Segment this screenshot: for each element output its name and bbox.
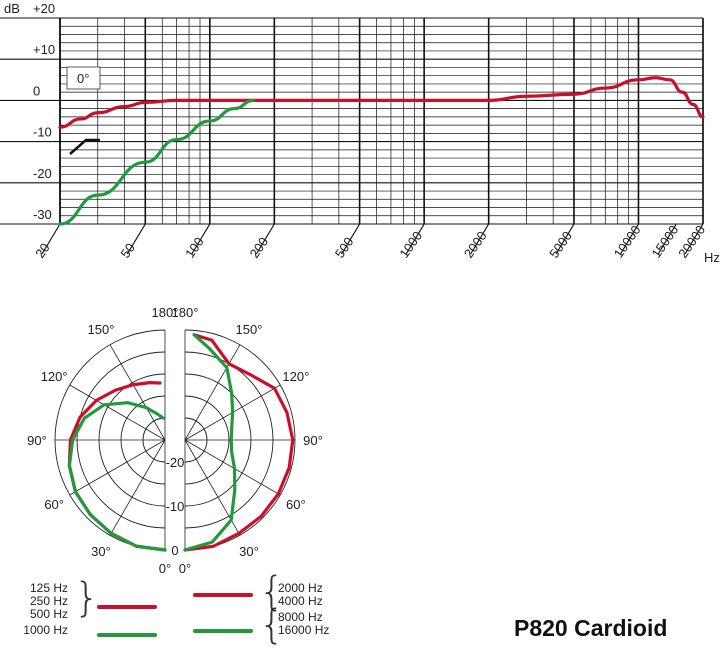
polar-gap — [166, 290, 184, 570]
legend-left-green-line — [97, 633, 157, 637]
x-tick-mark — [341, 223, 361, 255]
x-axis-label: Hz — [704, 250, 720, 265]
x-tick-label: 200 — [247, 234, 272, 260]
legend-left-green-label: 1000 Hz — [23, 623, 68, 637]
polar-angle-label-left: 30° — [91, 544, 111, 559]
y-axis-label: dB — [4, 1, 20, 16]
x-tick-label: 10000 — [611, 222, 644, 260]
legend-right-green-brace: { — [259, 602, 285, 648]
legend-left-red-label: 125 Hz 250 Hz 500 Hz — [29, 581, 68, 621]
response-curve-green — [58, 98, 256, 226]
x-tick-label: 1000 — [396, 228, 425, 260]
x-tick-mark — [41, 223, 61, 255]
y-tick-label: -10 — [33, 125, 52, 140]
x-tick-mark — [684, 223, 704, 255]
polar-angle-label-right: 0° — [179, 561, 191, 576]
x-tick-label: 15000 — [648, 222, 681, 260]
polar-radial-label: -10 — [166, 499, 185, 514]
polar-spoke-right — [184, 439, 281, 496]
polar-grid — [54, 290, 296, 570]
polar-pattern-chart: 180°180° 150° 150° 120° 120° 90° 90° 60° 60° 30° 3… — [27, 290, 323, 576]
y-tick-label: -30 — [33, 207, 52, 222]
polar-angle-label-left: 150° — [88, 322, 115, 337]
legend-right-green-line — [193, 629, 253, 633]
polar-curve-right-green — [183, 333, 237, 552]
frequency-response-chart: +20 +10 0 -10 -20 -30 dB 20 50 100 200 500 1000 2000 5… — [0, 1, 720, 265]
polar-angle-label-left: 60° — [44, 497, 64, 512]
polar-angle-label-right: 120° — [282, 369, 309, 384]
polar-radial-label: -20 — [166, 455, 185, 470]
polar-spoke-left — [69, 439, 166, 496]
x-tick-mark — [191, 223, 211, 255]
polar-curve-right-red — [183, 333, 295, 552]
legend-right-red-brace: { — [259, 569, 285, 615]
annotation-label: 0° — [77, 71, 89, 86]
x-tick-label: 2000 — [461, 228, 490, 260]
response-curve-red — [58, 76, 705, 129]
polar-angle-label-right: 30° — [239, 544, 259, 559]
polar-angle-label-right: 90° — [303, 433, 323, 448]
x-tick-label: 100 — [182, 234, 207, 260]
polar-angle-label-right: 180° — [172, 305, 199, 320]
legend-right-green-label: 8000 Hz 16000 Hz — [278, 610, 330, 637]
y-tick-label: +10 — [33, 42, 55, 57]
polar-spoke-left — [109, 439, 166, 536]
polar-angle-label-right: 60° — [286, 497, 306, 512]
filter-indicator — [69, 138, 100, 155]
x-tick-label: 20 — [32, 240, 53, 260]
legend-left-red-brace: } — [74, 575, 100, 621]
x-tick-mark — [619, 223, 639, 255]
x-tick-label: 5000 — [546, 228, 575, 260]
polar-curve-left-red — [67, 381, 167, 552]
y-tick-label: -20 — [33, 166, 52, 181]
legend-left-red-line — [97, 605, 157, 609]
polar-spoke-right — [184, 344, 241, 441]
x-tick-label: 500 — [332, 234, 357, 260]
x-tick-mark — [470, 223, 490, 255]
legend-right-red-label: 2000 Hz 4000 Hz — [278, 581, 323, 608]
x-tick-mark — [126, 223, 146, 255]
product-title: P820 Cardioid — [514, 615, 668, 641]
polar-spoke-left — [69, 384, 166, 441]
x-tick-mark — [255, 223, 275, 255]
x-tick-mark — [555, 223, 575, 255]
legend-right-red-line — [193, 593, 253, 597]
y-tick-label: 0 — [33, 83, 40, 98]
annotation-box — [66, 66, 101, 90]
polar-angle-label-right: 150° — [236, 322, 263, 337]
polar-curve-left-green — [67, 401, 167, 552]
y-tick-label: +20 — [33, 1, 55, 16]
polar-radial-label: 0 — [171, 543, 178, 558]
x-tick-label: 50 — [117, 240, 138, 260]
polar-angle-label-left: 0° — [159, 561, 171, 576]
polar-angle-label-left: 180° — [152, 305, 179, 320]
polar-angle-label-left: 90° — [27, 433, 47, 448]
x-tick-mark — [405, 223, 425, 255]
polar-spoke-left — [109, 344, 166, 441]
polar-angle-label-left: 120° — [41, 369, 68, 384]
x-tick-mark — [657, 223, 677, 255]
